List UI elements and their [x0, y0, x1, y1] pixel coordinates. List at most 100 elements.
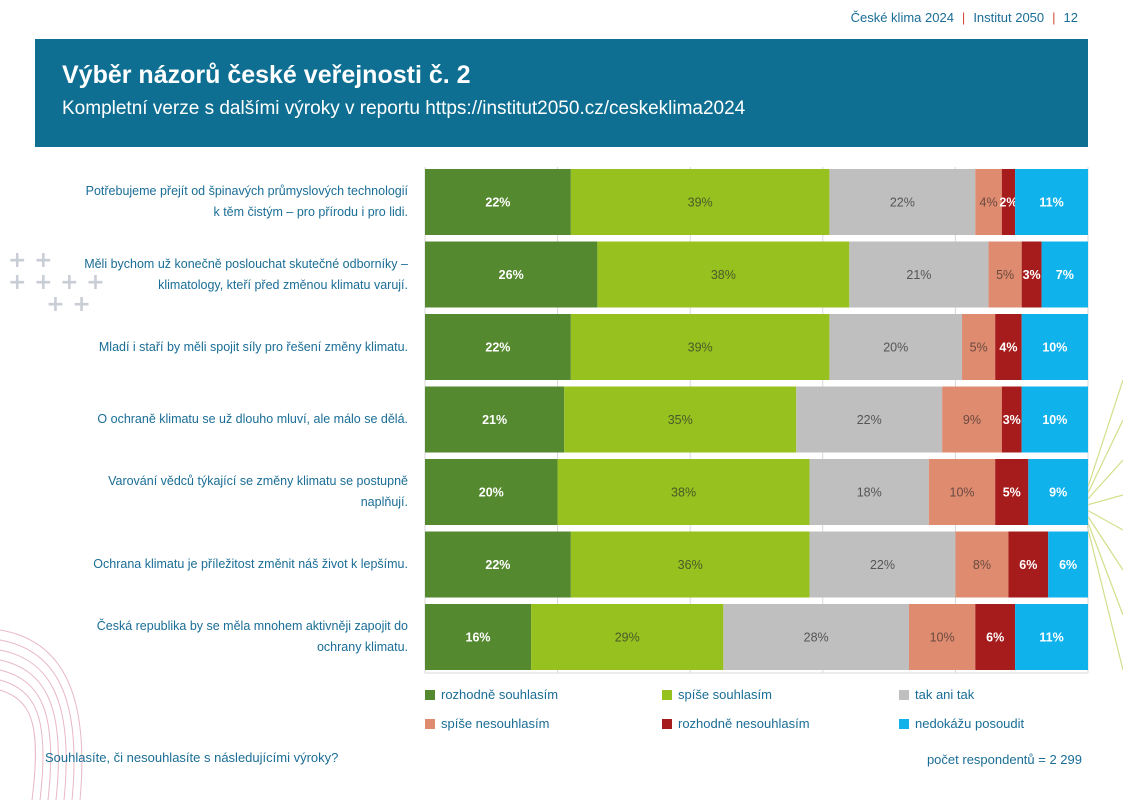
bar-segment [1015, 604, 1088, 670]
bar-segment [955, 531, 1009, 598]
legend-swatch [899, 689, 909, 700]
bar-row: 21% 35% 22% 9% 3% 10% [425, 386, 1088, 453]
statement-line: Ochrana klimatu je příležitost změnit ná… [93, 557, 408, 571]
bar-value-label: 8% [973, 558, 991, 572]
legend-label: rozhodně nesouhlasím [678, 716, 810, 731]
bar-value-label: 7% [1056, 268, 1074, 282]
bar-value-label: 38% [671, 486, 696, 500]
bar-segment [425, 314, 571, 380]
bar-value-label: 20% [479, 486, 504, 500]
bar-segment [425, 386, 565, 453]
org-label: Institut 2050 [973, 10, 1045, 25]
page-header: České klima 2024 | Institut 2050 | 12 [851, 10, 1078, 25]
statement-line: Měli bychom už konečně poslouchat skuteč… [84, 256, 408, 271]
bar-value-label: 10% [1042, 413, 1067, 427]
bar-value-label: 11% [1039, 196, 1063, 210]
legend-item: tak ani tak [899, 687, 974, 702]
legend-label: spíše souhlasím [678, 687, 772, 702]
decorative-sun-rays [1087, 379, 1123, 671]
source-label: České klima 2024 [850, 10, 954, 25]
bar-value-label: 20% [883, 341, 908, 355]
bar-row: 22% 36% 22% 8% 6% 6% [425, 531, 1088, 598]
bar-value-label: 39% [688, 196, 713, 210]
statement-line: klimatology, kteří před změnou klimatu v… [158, 277, 408, 292]
bar-value-label: 35% [668, 413, 693, 427]
legend-label: spíše nesouhlasím [441, 716, 550, 731]
bar-value-label: 9% [1049, 486, 1067, 500]
bar-segment [962, 314, 996, 380]
statement-line: k těm čistým – pro přírodu i pro lidi. [213, 205, 408, 219]
bar-segment [849, 241, 989, 308]
bar-value-label: 10% [1042, 341, 1067, 355]
bar-segment [1001, 386, 1022, 453]
bar-value-label: 22% [870, 558, 895, 572]
survey-question: Souhlasíte, či nesouhlasíte s následujíc… [45, 750, 339, 765]
legend-item: rozhodně souhlasím [425, 687, 558, 702]
bar-value-label: 18% [857, 486, 882, 500]
legend-swatch [899, 718, 909, 729]
bar-segment [995, 459, 1029, 525]
bar-segment [570, 531, 810, 598]
statement-line: ochrany klimatu. [316, 640, 408, 654]
statement-line: Česká republika by se měla mnohem aktivn… [96, 619, 408, 633]
statement-label: Česká republika by se měla mnohem aktivn… [28, 616, 408, 658]
bar-segment [928, 459, 996, 525]
bar-value-label: 5% [1003, 486, 1021, 500]
statement-label: Ochrana klimatu je příležitost změnit ná… [28, 554, 408, 575]
bar-segment [597, 241, 850, 308]
legend-swatch [425, 689, 435, 700]
bar-value-label: 22% [485, 196, 510, 210]
legend-label: rozhodně souhlasím [441, 687, 559, 702]
bar-segment [975, 169, 1002, 235]
bar-value-label: 4% [980, 196, 998, 210]
bar-segment [425, 241, 598, 308]
statement-line: Varování vědců týkající se změny klimatu… [108, 474, 408, 488]
statement-label: Měli bychom už konečně poslouchat skuteč… [28, 254, 408, 296]
decorative-plus-pattern: + + + + + + + + [8, 248, 105, 317]
bar-segment [425, 459, 558, 525]
statement-label: O ochraně klimatu se už dlouho mluví, al… [28, 409, 408, 430]
bar-value-label: 2% [999, 196, 1017, 210]
statement-label: Mladí i staří by měli spojit síly pro ře… [28, 337, 408, 358]
statement-line: Potřebujeme přejít od špinavých průmyslo… [85, 184, 408, 198]
bar-segment [1021, 386, 1088, 453]
statement-label: Varování vědců týkající se změny klimatu… [28, 471, 408, 513]
bar-row: 26% 38% 21% 5% 3% 7% [425, 241, 1088, 308]
bar-segment [796, 386, 943, 453]
legend-item: nedokážu posoudit [899, 716, 1024, 731]
bar-segment [1028, 459, 1088, 525]
bar-row: 16% 29% 28% 10% 6% 11% [425, 604, 1088, 670]
legend-swatch [662, 718, 672, 729]
legend-item: rozhodně nesouhlasím [662, 716, 810, 731]
bar-value-label: 16% [466, 631, 491, 645]
bar-row: 22% 39% 22% 4% 2% 11% [425, 169, 1088, 235]
bar-segment [1021, 241, 1042, 308]
statement-line: O ochraně klimatu se už dlouho mluví, al… [97, 412, 408, 426]
bar-value-label: 21% [906, 268, 931, 282]
bar-value-label: 29% [615, 631, 640, 645]
bar-segment [829, 314, 963, 380]
separator: | [961, 10, 966, 25]
statement-label: Potřebujeme přejít od špinavých průmyslo… [28, 181, 408, 223]
bar-value-label: 10% [930, 631, 955, 645]
bar-value-label: 10% [950, 486, 975, 500]
bar-value-label: 11% [1039, 631, 1063, 645]
bar-value-label: 9% [963, 413, 981, 427]
page-number: 12 [1063, 10, 1078, 25]
bar-value-label: 22% [857, 413, 882, 427]
bar-value-label: 6% [1019, 558, 1037, 572]
legend-label: nedokážu posoudit [915, 716, 1025, 731]
bar-value-label: 5% [970, 341, 988, 355]
bar-value-label: 38% [711, 268, 736, 282]
page-title: Výběr názorů české veřejnosti č. 2 [62, 61, 471, 89]
bar-value-label: 22% [485, 341, 510, 355]
bar-segment [531, 604, 724, 670]
bar-row: 20% 38% 18% 10% 5% 9% [425, 459, 1088, 525]
bar-value-label: 3% [1023, 268, 1041, 282]
statement-line: Mladí i staří by měli spojit síly pro ře… [98, 339, 408, 354]
bar-segment [1021, 314, 1088, 380]
bar-value-label: 4% [999, 341, 1017, 355]
bar-segment [975, 604, 1016, 670]
bar-value-label: 5% [996, 268, 1014, 282]
